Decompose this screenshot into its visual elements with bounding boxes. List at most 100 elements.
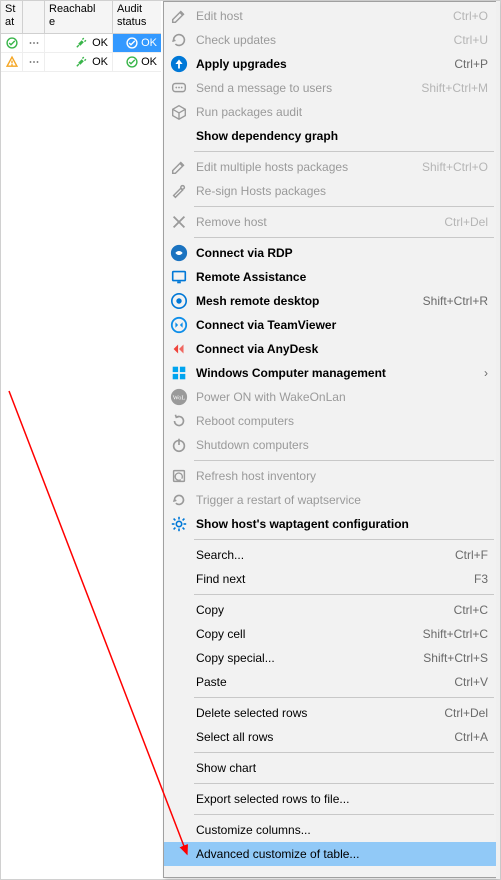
menu-separator [194, 539, 494, 540]
menu-item-shortcut: Ctrl+F [455, 548, 488, 562]
menu-item-search[interactable]: Search...Ctrl+F [164, 543, 496, 567]
menu-item-copy-cell[interactable]: Copy cell Shift+Ctrl+C [164, 622, 496, 646]
menu-item-connect-via-rdp[interactable]: Connect via RDP [164, 241, 496, 265]
th-status[interactable]: Stat [1, 1, 23, 33]
th-audit[interactable]: Auditstatus [113, 1, 161, 33]
reachable-cell: OK [45, 34, 113, 52]
menu-item-edit-host: Edit hostCtrl+O [164, 4, 496, 28]
menu-item-label: Delete selected rows [196, 706, 436, 720]
row-menu-dots[interactable] [23, 53, 45, 71]
menu-item-shortcut: Ctrl+A [454, 730, 488, 744]
table-row[interactable]: OKOK [1, 34, 161, 53]
menu-item-label: Remove host [196, 215, 436, 229]
menu-item-label: Re-sign Hosts packages [196, 184, 488, 198]
menu-item-label: Reboot computers [196, 414, 488, 428]
menu-item-show-dependency-graph[interactable]: Show dependency graph [164, 124, 496, 148]
menu-item-label: Connect via AnyDesk [196, 342, 488, 356]
menu-item-refresh-host-inventory: Refresh host inventory [164, 464, 496, 488]
menu-item-shortcut: F3 [474, 572, 488, 586]
menu-item-mesh-remote-desktop[interactable]: Mesh remote desktopShift+Ctrl+R [164, 289, 496, 313]
message-icon [168, 77, 190, 99]
teamviewer-icon [168, 314, 190, 336]
menu-item-show-host-s-waptagent-configuration[interactable]: Show host's waptagent configuration [164, 512, 496, 536]
sign-icon [168, 180, 190, 202]
menu-item-label: Send a message to users [196, 81, 413, 95]
menu-item-label: Copy special... [196, 651, 415, 665]
menu-item-trigger-a-restart-of-waptservice: Trigger a restart of waptservice [164, 488, 496, 512]
windows-icon [168, 362, 190, 384]
menu-item-shortcut: Ctrl+Del [444, 215, 488, 229]
menu-item-delete-selected-rows[interactable]: Delete selected rows Ctrl+Del [164, 701, 496, 725]
menu-item-label: Check updates [196, 33, 446, 47]
audit-cell[interactable]: OK [113, 34, 161, 52]
menu-item-apply-upgrades[interactable]: Apply upgradesCtrl+P [164, 52, 496, 76]
audit-ok-icon [125, 55, 139, 69]
menu-item-re-sign-hosts-packages: Re-sign Hosts packages [164, 179, 496, 203]
menu-separator [194, 752, 494, 753]
menu-item-label: Customize columns... [196, 823, 488, 837]
assist-icon [168, 266, 190, 288]
menu-item-shortcut: Shift+Ctrl+O [422, 160, 488, 174]
audit-ok-icon [125, 36, 139, 50]
menu-item-send-a-message-to-users: Send a message to users Shift+Ctrl+M [164, 76, 496, 100]
menu-item-find-next[interactable]: Find nextF3 [164, 567, 496, 591]
row-menu-dots[interactable] [23, 34, 45, 52]
audit-cell[interactable]: OK [113, 53, 161, 71]
blank-icon [168, 819, 190, 841]
hosts-table: Stat Reachable Auditstatus OKOKOKOK [1, 1, 161, 72]
menu-item-shortcut: Shift+Ctrl+S [423, 651, 488, 665]
menu-item-shortcut: Ctrl+Del [444, 706, 488, 720]
menu-item-label: Copy cell [196, 627, 415, 641]
menu-item-label: Edit multiple hosts packages [196, 160, 414, 174]
menu-item-connect-via-anydesk[interactable]: Connect via AnyDesk [164, 337, 496, 361]
menu-separator [194, 206, 494, 207]
menu-item-label: Export selected rows to file... [196, 792, 488, 806]
menu-item-label: Show chart [196, 761, 488, 775]
menu-item-shutdown-computers: Shutdown computers [164, 433, 496, 457]
th-reachable[interactable]: Reachable [45, 1, 113, 33]
menu-item-shortcut: Shift+Ctrl+M [421, 81, 488, 95]
blank-icon [168, 599, 190, 621]
upgrade-icon [168, 53, 190, 75]
menu-item-label: Remote Assistance [196, 270, 488, 284]
table-row[interactable]: OKOK [1, 53, 161, 72]
menu-item-remove-host: Remove host Ctrl+Del [164, 210, 496, 234]
menu-separator [194, 783, 494, 784]
menu-item-show-chart[interactable]: Show chart [164, 756, 496, 780]
menu-item-label: Apply upgrades [196, 57, 446, 71]
remove-icon [168, 211, 190, 233]
menu-item-copy[interactable]: Copy Ctrl+C [164, 598, 496, 622]
menu-item-remote-assistance[interactable]: Remote Assistance [164, 265, 496, 289]
menu-item-label: Run packages audit [196, 105, 488, 119]
menu-item-export-selected-rows-to-file[interactable]: Export selected rows to file... [164, 787, 496, 811]
menu-item-label: Copy [196, 603, 446, 617]
restart-icon [168, 489, 190, 511]
blank-icon [168, 125, 190, 147]
menu-separator [194, 237, 494, 238]
blank-icon [168, 647, 190, 669]
audit-label: OK [141, 56, 157, 68]
th-blank[interactable] [23, 1, 45, 33]
shutdown-icon [168, 434, 190, 456]
menu-item-shortcut: Ctrl+C [454, 603, 488, 617]
menu-item-connect-via-teamviewer[interactable]: Connect via TeamViewer [164, 313, 496, 337]
menu-item-reboot-computers: Reboot computers [164, 409, 496, 433]
menu-item-customize-columns[interactable]: Customize columns... [164, 818, 496, 842]
menu-item-select-all-rows[interactable]: Select all rowsCtrl+A [164, 725, 496, 749]
vertical-scrollbar[interactable] [496, 1, 500, 879]
rdp-icon [168, 242, 190, 264]
reboot-icon [168, 410, 190, 432]
menu-item-label: Paste [196, 675, 446, 689]
blank-icon [168, 788, 190, 810]
menu-item-windows-computer-management[interactable]: Windows Computer management› [164, 361, 496, 385]
menu-item-paste[interactable]: PasteCtrl+V [164, 670, 496, 694]
status-ok-icon [1, 34, 23, 52]
menu-item-copy-special[interactable]: Copy special... Shift+Ctrl+S [164, 646, 496, 670]
blank-icon [168, 568, 190, 590]
menu-item-shortcut: Ctrl+U [454, 33, 488, 47]
menu-item-label: Edit host [196, 9, 445, 23]
menu-separator [194, 697, 494, 698]
menu-item-advanced-customize-of-table[interactable]: Advanced customize of table... [164, 842, 496, 866]
blank-icon [168, 671, 190, 693]
menu-item-shortcut: Shift+Ctrl+C [423, 627, 488, 641]
